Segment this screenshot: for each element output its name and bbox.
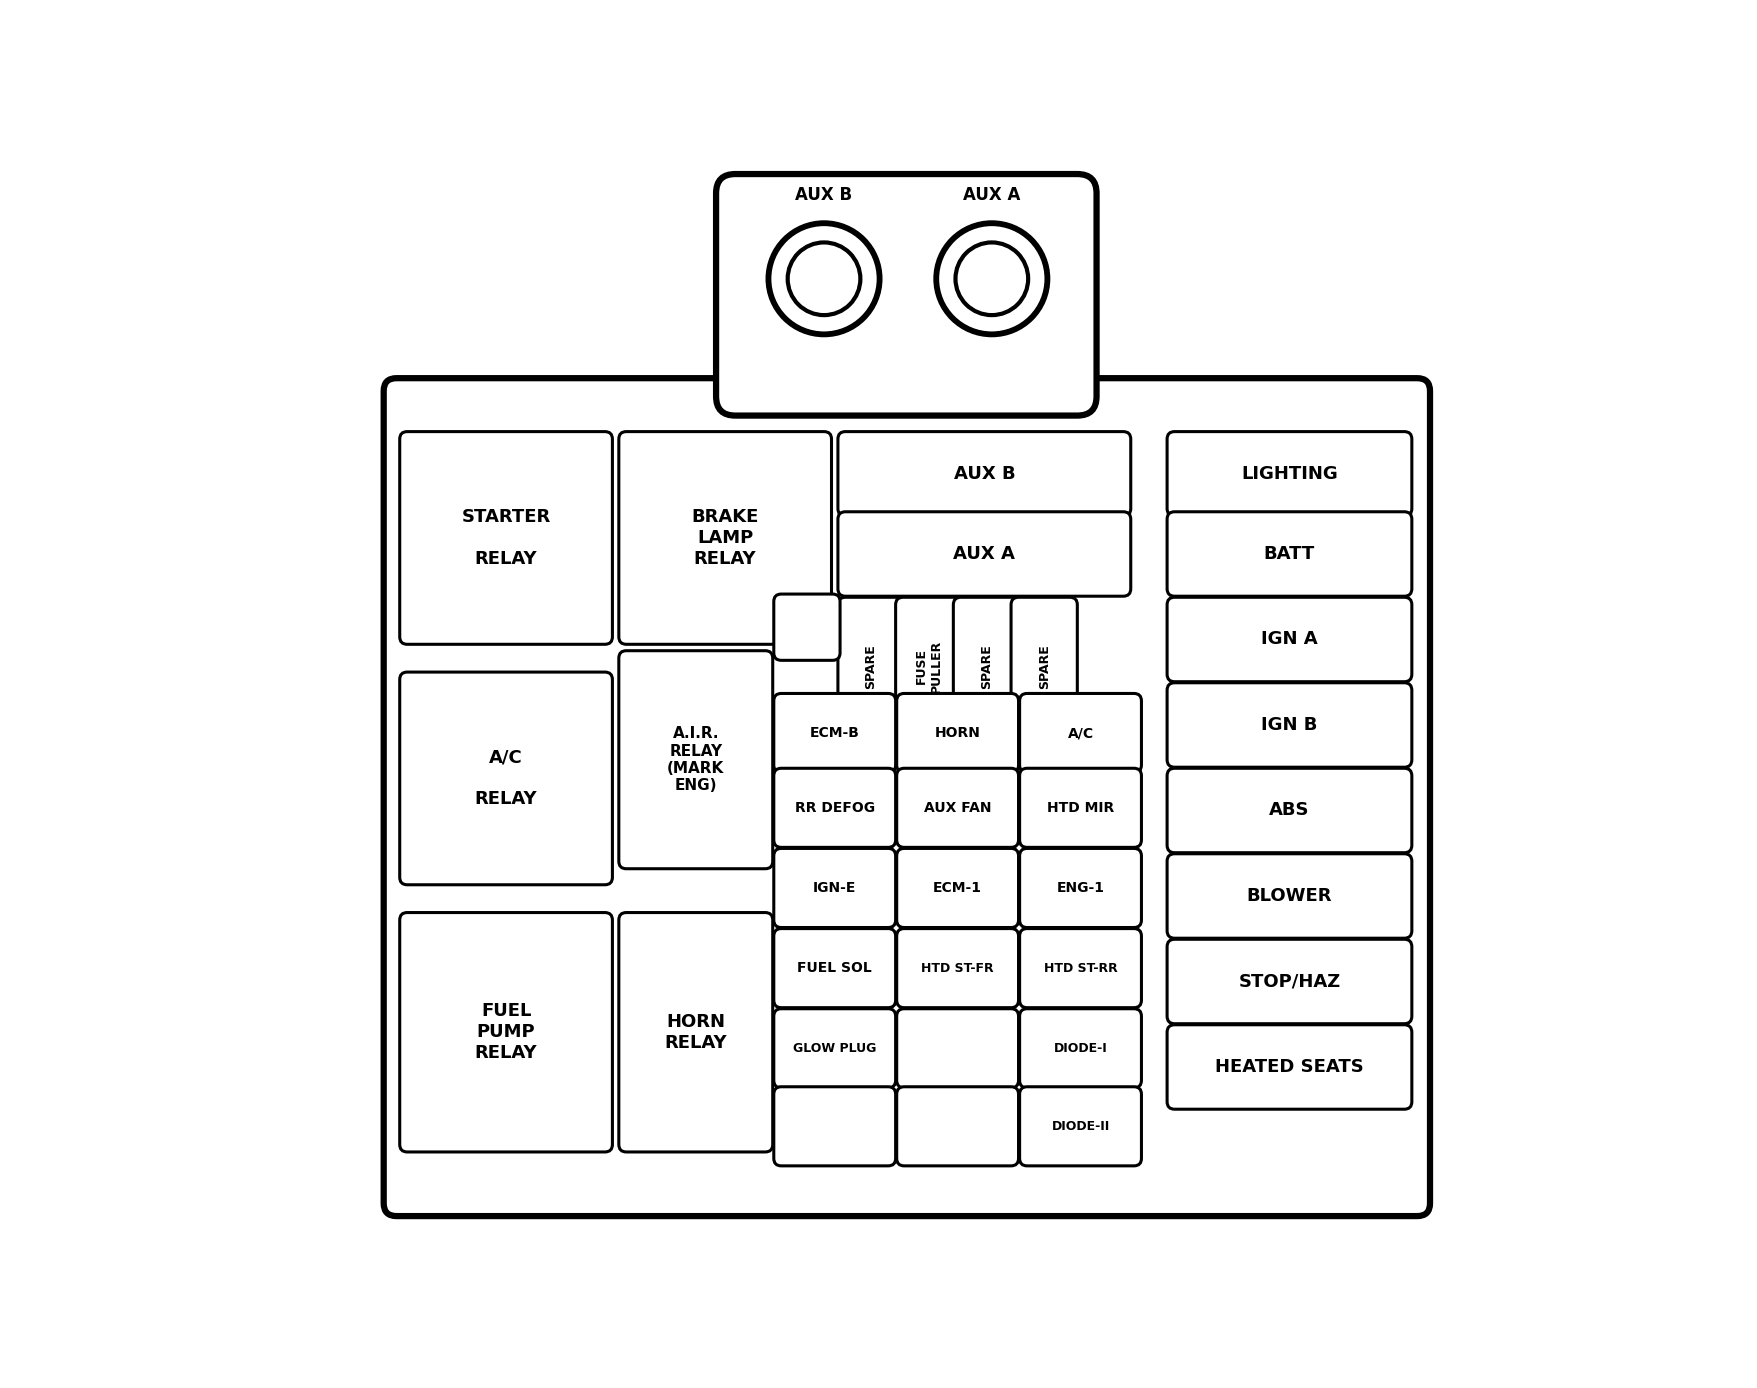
- FancyBboxPatch shape: [1167, 512, 1411, 597]
- FancyBboxPatch shape: [838, 512, 1130, 597]
- FancyBboxPatch shape: [773, 694, 894, 773]
- Text: A.I.R.
RELAY
(MARK
ENG): A.I.R. RELAY (MARK ENG): [666, 726, 724, 794]
- FancyBboxPatch shape: [773, 769, 894, 847]
- Text: RR DEFOG: RR DEFOG: [794, 801, 875, 815]
- Text: BRAKE
LAMP
RELAY: BRAKE LAMP RELAY: [691, 508, 759, 568]
- Text: DIODE-I: DIODE-I: [1052, 1042, 1107, 1055]
- Text: SPARE: SPARE: [864, 644, 877, 688]
- FancyBboxPatch shape: [399, 912, 611, 1152]
- FancyBboxPatch shape: [1010, 597, 1077, 736]
- FancyBboxPatch shape: [773, 1009, 894, 1088]
- Text: ABS: ABS: [1269, 801, 1309, 819]
- Text: HTD MIR: HTD MIR: [1047, 801, 1114, 815]
- Circle shape: [768, 223, 878, 335]
- Text: BATT: BATT: [1263, 545, 1314, 564]
- Bar: [745, 369, 1066, 407]
- FancyBboxPatch shape: [896, 929, 1017, 1008]
- Text: AUX A: AUX A: [963, 186, 1019, 204]
- Text: HORN
RELAY: HORN RELAY: [664, 1013, 727, 1052]
- FancyBboxPatch shape: [383, 378, 1428, 1216]
- FancyBboxPatch shape: [1019, 848, 1140, 927]
- FancyBboxPatch shape: [838, 432, 1130, 516]
- Text: GLOW PLUG: GLOW PLUG: [792, 1042, 877, 1055]
- Text: AUX FAN: AUX FAN: [924, 801, 991, 815]
- Text: IGN B: IGN B: [1260, 716, 1318, 734]
- Text: STARTER

RELAY: STARTER RELAY: [460, 508, 550, 568]
- Text: FUEL
PUMP
RELAY: FUEL PUMP RELAY: [474, 1002, 538, 1062]
- FancyBboxPatch shape: [715, 174, 1096, 415]
- FancyBboxPatch shape: [1167, 940, 1411, 1024]
- FancyBboxPatch shape: [1167, 432, 1411, 516]
- Circle shape: [936, 223, 1047, 335]
- FancyBboxPatch shape: [838, 597, 903, 736]
- Text: AUX B: AUX B: [952, 465, 1014, 483]
- Text: HTD ST-RR: HTD ST-RR: [1044, 962, 1117, 974]
- Text: AUX A: AUX A: [952, 545, 1016, 564]
- Text: A/C

RELAY: A/C RELAY: [474, 748, 538, 808]
- FancyBboxPatch shape: [618, 651, 773, 869]
- FancyBboxPatch shape: [1019, 929, 1140, 1008]
- Text: SPARE: SPARE: [979, 644, 993, 688]
- FancyBboxPatch shape: [773, 594, 840, 661]
- FancyBboxPatch shape: [896, 848, 1017, 927]
- FancyBboxPatch shape: [1019, 769, 1140, 847]
- FancyBboxPatch shape: [1167, 769, 1411, 852]
- Text: DIODE-II: DIODE-II: [1051, 1120, 1109, 1133]
- Text: IGN A: IGN A: [1260, 630, 1318, 648]
- FancyBboxPatch shape: [399, 432, 611, 644]
- FancyBboxPatch shape: [952, 597, 1019, 736]
- Text: STOP/HAZ: STOP/HAZ: [1237, 973, 1341, 991]
- Text: ENG-1: ENG-1: [1056, 881, 1103, 895]
- FancyBboxPatch shape: [773, 1087, 894, 1166]
- Text: FUSE
PULLER: FUSE PULLER: [914, 640, 942, 693]
- FancyBboxPatch shape: [896, 694, 1017, 773]
- Text: IGN-E: IGN-E: [812, 881, 856, 895]
- Circle shape: [956, 243, 1028, 315]
- Text: ECM-1: ECM-1: [933, 881, 982, 895]
- Text: A/C: A/C: [1066, 726, 1093, 740]
- Circle shape: [787, 243, 859, 315]
- Text: BLOWER: BLOWER: [1246, 887, 1332, 905]
- FancyBboxPatch shape: [1019, 1009, 1140, 1088]
- FancyBboxPatch shape: [894, 597, 961, 736]
- FancyBboxPatch shape: [1019, 694, 1140, 773]
- Text: HTD ST-FR: HTD ST-FR: [921, 962, 993, 974]
- FancyBboxPatch shape: [896, 769, 1017, 847]
- Text: AUX B: AUX B: [794, 186, 852, 204]
- Text: HORN: HORN: [935, 726, 980, 740]
- FancyBboxPatch shape: [1167, 1024, 1411, 1109]
- FancyBboxPatch shape: [1167, 683, 1411, 768]
- Text: SPARE: SPARE: [1037, 644, 1051, 688]
- FancyBboxPatch shape: [896, 1009, 1017, 1088]
- Text: LIGHTING: LIGHTING: [1240, 465, 1337, 483]
- FancyBboxPatch shape: [399, 672, 611, 884]
- FancyBboxPatch shape: [773, 929, 894, 1008]
- FancyBboxPatch shape: [1019, 1087, 1140, 1166]
- FancyBboxPatch shape: [1167, 854, 1411, 938]
- Text: ECM-B: ECM-B: [810, 726, 859, 740]
- Text: FUEL SOL: FUEL SOL: [798, 960, 871, 976]
- FancyBboxPatch shape: [773, 848, 894, 927]
- FancyBboxPatch shape: [896, 1087, 1017, 1166]
- Text: HEATED SEATS: HEATED SEATS: [1214, 1058, 1363, 1076]
- FancyBboxPatch shape: [618, 912, 773, 1152]
- FancyBboxPatch shape: [1167, 597, 1411, 682]
- FancyBboxPatch shape: [618, 432, 831, 644]
